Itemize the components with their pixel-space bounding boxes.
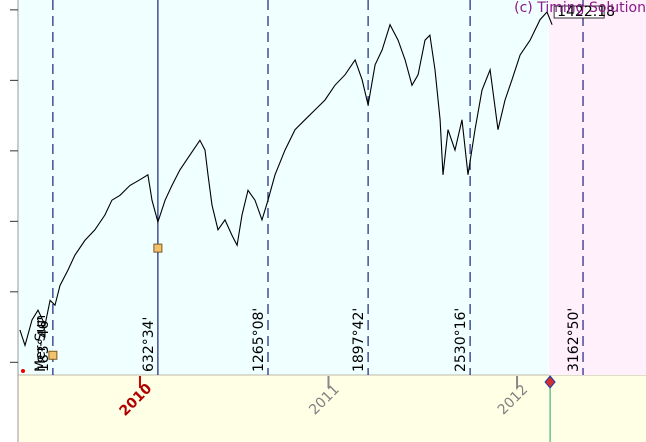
future-region (549, 0, 646, 375)
marker (153, 243, 163, 253)
price-line (19, 10, 553, 348)
start-dot (21, 369, 25, 373)
cycle-label: 632°34' (141, 317, 157, 372)
plot-area (18, 0, 646, 375)
time-axis-bar (18, 375, 646, 442)
cycle-name: Mer-Sun (33, 315, 49, 372)
cycle-label: 1265°08' (251, 308, 267, 372)
cycle-label: 2530°16' (453, 308, 469, 372)
price-box (553, 5, 605, 19)
cycle-label: 1897°42' (351, 308, 367, 372)
cycle-label: 183°46' (36, 317, 52, 372)
last-price: 1422.18 (557, 4, 615, 20)
marker (48, 350, 58, 360)
now-diamond (544, 375, 556, 389)
cycle-label: 3162°50' (566, 308, 582, 372)
copyright: (c) Timing Solution (514, 0, 646, 16)
